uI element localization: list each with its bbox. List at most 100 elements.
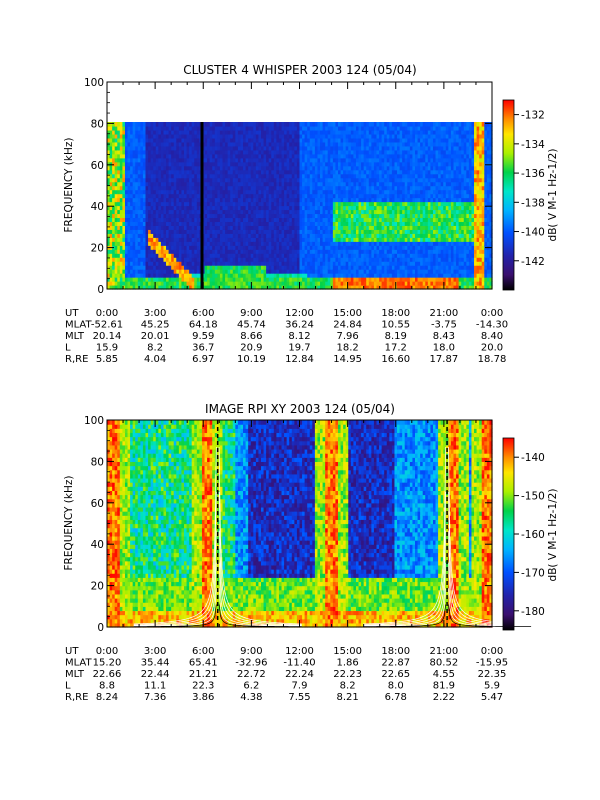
panel-1-ephemeris-row-label: R,RE <box>65 354 88 365</box>
panel-1-ephemeris-row-label: L <box>65 343 71 354</box>
panel-1-ephemeris-value: 7.96 <box>336 331 358 342</box>
panel-2-ephemeris-value: -32.96 <box>235 658 267 669</box>
panel-1-ephemeris-value: 10.19 <box>237 354 266 365</box>
panel-1-ephemeris-value: 8.40 <box>481 331 503 342</box>
panel-1-ytick-label: 80 <box>91 118 104 130</box>
panel-2-ytick-label: 60 <box>91 498 104 510</box>
panel-2-ephemeris-value: 8.21 <box>336 692 358 703</box>
panel-1-colorbar-tick-label: -132 <box>521 110 545 122</box>
panel-2-ephemeris-value: 35.44 <box>141 658 170 669</box>
panel-2-ephemeris-value: -15.95 <box>476 658 508 669</box>
panel-1-ephemeris-value: 8.19 <box>385 331 407 342</box>
panel-1-ephemeris-value: 8.12 <box>288 331 310 342</box>
panel-2-ephemeris-value: 22.87 <box>381 658 410 669</box>
panel-2-spectrogram <box>107 420 532 628</box>
panel-2-ephemeris-value: 5.47 <box>481 692 503 703</box>
panel-2-ephemeris-value: 4.55 <box>433 669 455 680</box>
panel-1-ytick-label: 100 <box>84 77 104 89</box>
panel-2-ephemeris-value: 8.24 <box>96 692 118 703</box>
panel-1-ephemeris-value: 24.84 <box>333 320 362 331</box>
panel-2-ephemeris-value: 4.38 <box>240 692 262 703</box>
panel-1-colorbar-tick-label: -138 <box>521 197 545 209</box>
panel-1-ephemeris-value: 8.66 <box>240 331 262 342</box>
panel-1-ephemeris-value: 20.9 <box>240 343 262 354</box>
panel-1-ephemeris-value: 12:00 <box>285 308 314 319</box>
panel-1-ephemeris-value: 6.97 <box>192 354 214 365</box>
panel-2-ephemeris-value: 22.65 <box>381 669 410 680</box>
panel-1-ephemeris-value: 0:00 <box>96 308 118 319</box>
panel-2-ytick-label: 100 <box>84 415 104 427</box>
panel-1-ephemeris-value: 5.85 <box>96 354 118 365</box>
panel-2-ephemeris-value: 22.66 <box>93 669 122 680</box>
panel-1-ephemeris-value: -52.61 <box>91 320 123 331</box>
panel-2-colorbar: -140 -150 -160 -170 -180 dB( V M-1 Hz-1/2) <box>502 437 559 631</box>
panel-1-ephemeris-value: 9.59 <box>192 331 214 342</box>
panel-1-ephemeris-value: 4.04 <box>144 354 166 365</box>
panel-1-ephemeris-value: 0:00 <box>481 308 503 319</box>
panel-2-ephemeris-value: 22.35 <box>478 669 507 680</box>
panel-2-ephemeris-value: 8.8 <box>99 681 115 692</box>
panel-1-ephemeris-row-label: MLAT <box>65 320 92 331</box>
panel-2-ephemeris-value: 9:00 <box>240 646 262 657</box>
panel-1-ytick-label: 0 <box>97 284 104 296</box>
panel-1-spectrogram <box>107 122 493 290</box>
panel-1-ephemeris-value: 12.84 <box>285 354 314 365</box>
panel-2-ephemeris-value: 7.36 <box>144 692 166 703</box>
panel-1-colorbar-tick-label: -136 <box>521 168 545 180</box>
panel-1-ephemeris-value: 21:00 <box>429 308 458 319</box>
panel-2-ephemeris: UT 0:00 3:00 6:00 9:00 12:00 15:00 18:00 21:00 0:… <box>65 646 508 703</box>
panel-1-ephemeris-value: 18.0 <box>433 343 455 354</box>
panel-1-colorbar-tick-label: -134 <box>521 139 545 151</box>
panel-1-ephemeris-value: 36.7 <box>192 343 214 354</box>
panel-2-ephemeris-value: 2.22 <box>433 692 455 703</box>
panel-2-colorbar-tick-label: -160 <box>521 529 545 541</box>
panel-1-ylabel: FREQUENCY (kHz) <box>63 138 75 233</box>
panel-1-ephemeris-value: 36.24 <box>285 320 314 331</box>
panel-1-ephemeris-value: 18:00 <box>381 308 410 319</box>
panel-2-ephemeris-value: 0:00 <box>481 646 503 657</box>
panel-1-ephemeris-value: 18.78 <box>478 354 507 365</box>
panel-2-colorbar-tick-label: -180 <box>521 606 545 618</box>
panel-2-ephemeris-value: 22.44 <box>141 669 170 680</box>
panel-1-ephemeris-value: 3:00 <box>144 308 166 319</box>
panel-2-ytick-label: 80 <box>91 456 104 468</box>
panel-1-ephemeris-value: -3.75 <box>431 320 457 331</box>
panel-2-ephemeris-value: 8.2 <box>340 681 356 692</box>
panel-1-ephemeris-value: 6:00 <box>192 308 214 319</box>
panel-2-ephemeris-row-label: UT <box>65 646 79 657</box>
panel-1-ephemeris-value: 19.7 <box>288 343 310 354</box>
panel-2-ephemeris-value: 6:00 <box>192 646 214 657</box>
panel-1-colorbar: -132 -134 -136 -138 -140 -142 dB( V M-1 Hz-1/… <box>502 99 559 291</box>
panel-2-ephemeris-value: 3:00 <box>144 646 166 657</box>
panel-2-ephemeris-value: 81.9 <box>433 681 455 692</box>
panel-2-colorbar-tick-label: -150 <box>521 491 545 503</box>
panel-1-colorbar-label: dB( V M-1 Hz-1/2) <box>547 149 559 242</box>
panel-1-ephemeris-value: 17.2 <box>385 343 407 354</box>
panel-2-colorbar-tick-label: -170 <box>521 567 545 579</box>
panel-2-ephemeris-value: 6.78 <box>385 692 407 703</box>
panel-2-ephemeris-value: 15:00 <box>333 646 362 657</box>
panel-2-ytick-label: 0 <box>97 622 104 634</box>
panel-2-ephemeris-value: 7.55 <box>288 692 310 703</box>
panel-1-colorbar-tick-label: -142 <box>521 256 545 268</box>
panel-2-ephemeris-value: 22.72 <box>237 669 266 680</box>
panel-2-ephemeris-value: 8.0 <box>388 681 404 692</box>
panel-2-ephemeris-value: 7.9 <box>292 681 308 692</box>
panel-2-ylabel: FREQUENCY (kHz) <box>63 476 75 571</box>
panel-1-ephemeris-value: 45.74 <box>237 320 266 331</box>
panel-1-ephemeris-value: 17.87 <box>430 354 459 365</box>
panel-1-ytick-label: 40 <box>91 201 104 213</box>
panel-2-ephemeris-value: 15.20 <box>93 658 122 669</box>
panel-1-ephemeris-value: 20.0 <box>481 343 503 354</box>
panel-2-ephemeris-row-label: MLAT <box>65 658 92 669</box>
panel-2-colorbar-label: dB( V M-1 Hz-1/2) <box>547 489 559 582</box>
panel-1-ephemeris-value: 8.2 <box>147 343 163 354</box>
panel-1: CLUSTER 4 WHISPER 2003 124 (05/04) 0 20 40… <box>63 63 559 365</box>
panel-1-ephemeris-value: 64.18 <box>189 320 218 331</box>
panel-1-ephemeris-row-label: MLT <box>65 331 85 342</box>
panel-1-ephemeris-value: 18.2 <box>336 343 358 354</box>
panel-2-colorbar-tick-label: -140 <box>521 452 545 464</box>
panel-2-axes: 0 20 40 60 80 100 <box>84 415 493 634</box>
panel-2-ephemeris-value: -11.40 <box>283 658 315 669</box>
